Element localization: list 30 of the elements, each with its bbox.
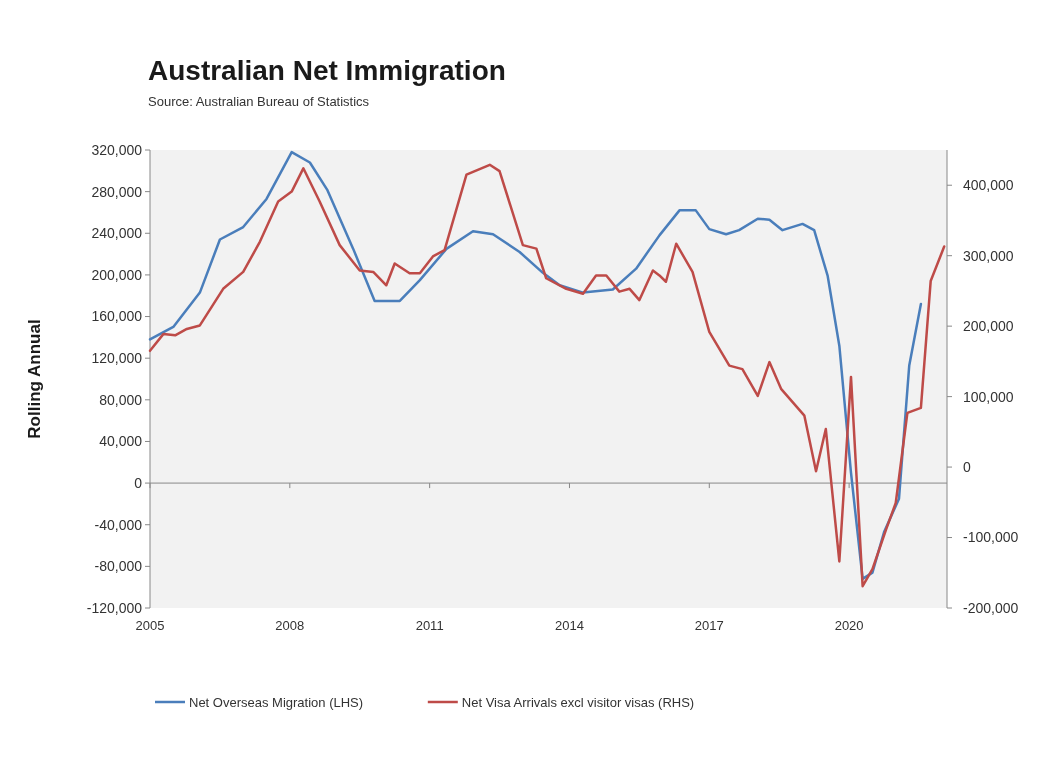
x-tick-label: 2005 — [135, 618, 165, 633]
y2-tick-label: 300,000 — [963, 247, 1014, 264]
legend-label: Net Overseas Migration (LHS) — [189, 694, 364, 710]
y-axis-title: Rolling Annual — [25, 319, 44, 439]
y-tick-label: 160,000 — [91, 308, 143, 325]
y2-tick-label: 100,000 — [963, 388, 1014, 405]
y-tick-label: 280,000 — [91, 183, 143, 200]
chart-title: Australian Net Immigration — [148, 55, 506, 86]
source-note: Source: Australian Bureau of Statistics — [148, 94, 370, 109]
y2-tick-label: 200,000 — [963, 318, 1014, 335]
y-tick-label: -120,000 — [86, 599, 143, 616]
x-tick-label: 2020 — [834, 618, 864, 633]
x-tick-label: 2017 — [694, 618, 724, 633]
y-tick-label: 320,000 — [91, 141, 143, 158]
y-tick-label: 80,000 — [99, 391, 143, 408]
y2-tick-label: -100,000 — [963, 529, 1019, 546]
y-tick-label: 240,000 — [91, 225, 143, 242]
y-tick-label: 120,000 — [91, 350, 143, 367]
y-tick-label: 200,000 — [91, 266, 143, 283]
y2-tick-label: 0 — [963, 458, 971, 475]
y-tick-label: 40,000 — [99, 433, 143, 450]
y2-tick-label: -200,000 — [963, 599, 1019, 616]
legend-label: Net Visa Arrivals excl visitor visas (RHS) — [461, 694, 695, 710]
y-tick-label: 0 — [134, 474, 143, 491]
y-tick-label: -80,000 — [94, 558, 143, 575]
x-tick-label: 2011 — [415, 618, 444, 633]
y2-tick-label: 400,000 — [963, 177, 1014, 194]
x-tick-label: 2014 — [555, 618, 584, 633]
y-tick-label: -40,000 — [94, 516, 143, 533]
x-tick-label: 2008 — [275, 618, 305, 633]
